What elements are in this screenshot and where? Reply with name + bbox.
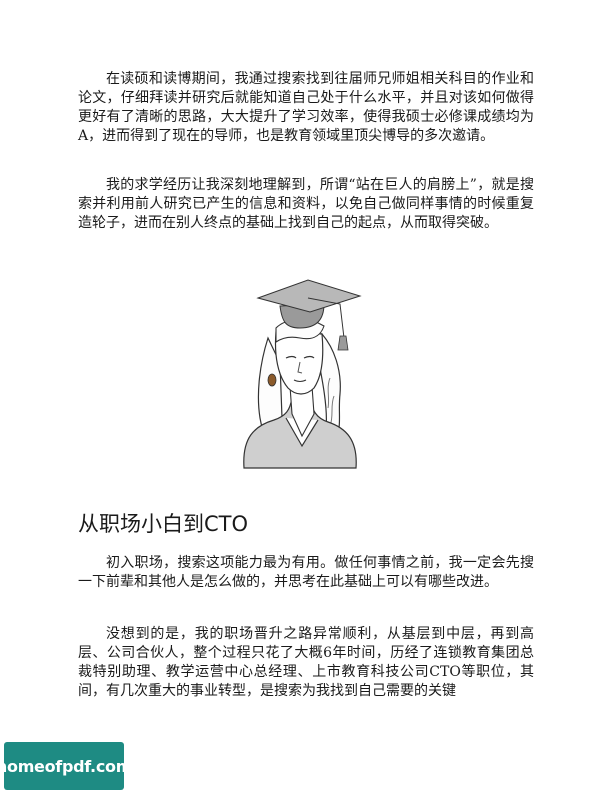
body-paragraph-4: 没想到的是，我的职场晋升之路异常顺利，从基层到中层，再到高层、公司合伙人，整个过… xyxy=(78,626,534,699)
body-paragraph-3: 初入职场，搜索这项能力最为有用。做任何事情之前，我一定会先搜一下前辈和其他人是怎… xyxy=(78,555,534,590)
graduate-woman-illustration xyxy=(230,268,380,478)
section-heading: 从职场小白到CTO xyxy=(78,512,249,536)
body-paragraph-1: 在读硕和读博期间，我通过搜索找到往届师兄师姐相关科目的作业和论文，仔细拜读并研究… xyxy=(78,71,534,144)
body-paragraph-2: 我的求学经历让我深刻地理解到，所谓“站在巨人的肩膀上”，就是搜索并利用前人研究已… xyxy=(78,177,534,231)
watermark-text: homeofpdf.com xyxy=(0,756,133,776)
watermark-badge[interactable]: homeofpdf.com xyxy=(0,742,132,790)
